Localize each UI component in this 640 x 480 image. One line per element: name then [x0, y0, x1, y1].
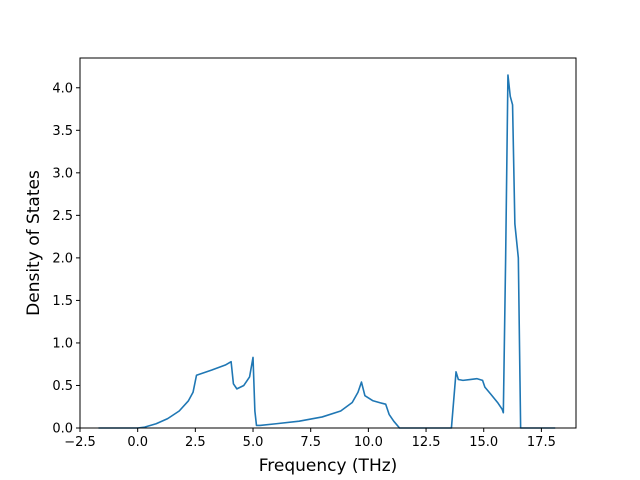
y-tick-label: 4.0 — [52, 81, 73, 96]
y-tick-label: 1.0 — [52, 336, 73, 351]
x-tick-label: 7.5 — [300, 435, 321, 450]
y-tick-label: 2.0 — [52, 251, 73, 266]
y-axis-label: Density of States — [24, 170, 44, 316]
x-tick-label: 12.5 — [412, 435, 441, 450]
x-axis-ticks: −2.5 0.0 2.5 5.0 7.5 10.0 12.5 15.0 17.5 — [64, 428, 556, 450]
x-tick-label: 17.5 — [527, 435, 556, 450]
y-tick-label: 3.0 — [52, 166, 73, 181]
y-tick-label: 0.0 — [52, 422, 73, 437]
y-tick-label: 0.5 — [52, 379, 73, 394]
x-axis-label: Frequency (THz) — [259, 456, 398, 476]
x-tick-label: 5.0 — [243, 435, 264, 450]
y-axis-ticks: 0.0 0.5 1.0 1.5 2.0 2.5 3.0 3.5 4.0 — [52, 81, 80, 437]
x-tick-label: 10.0 — [354, 435, 383, 450]
plot-area — [98, 74, 556, 429]
y-tick-label: 3.5 — [52, 124, 73, 139]
dos-series-line-0 — [98, 74, 556, 429]
x-tick-label: 0.0 — [127, 435, 148, 450]
y-tick-label: 2.5 — [52, 209, 73, 224]
axes-frame — [79, 57, 577, 429]
y-tick-label: 1.5 — [52, 294, 73, 309]
x-tick-label: −2.5 — [64, 435, 96, 450]
x-tick-label: 2.5 — [185, 435, 206, 450]
x-tick-label: 15.0 — [469, 435, 498, 450]
